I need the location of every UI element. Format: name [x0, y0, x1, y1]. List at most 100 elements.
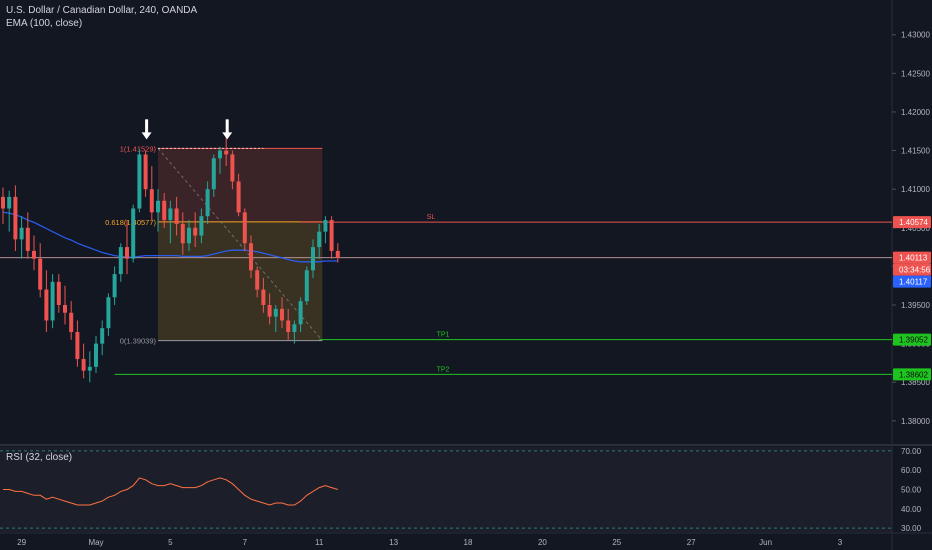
candle [304, 266, 309, 306]
ema-price-tag: 1.40117 [899, 278, 928, 287]
rsi-tick-label: 30.00 [901, 524, 922, 533]
price-tick-label: 1.38000 [901, 417, 930, 426]
candle [298, 297, 303, 333]
fib-label-mid: 0.618(1.40577) [105, 218, 156, 227]
rsi-tick-label: 60.00 [901, 466, 922, 475]
candle [286, 308, 291, 340]
candle [131, 204, 136, 263]
fib-label-bottom: 0(1.39039) [120, 337, 157, 346]
candle [156, 189, 160, 232]
candle-body [335, 250, 340, 258]
arrow-shaft [145, 119, 149, 134]
fib-label-top: 1(1.41529) [120, 144, 157, 153]
candle [143, 150, 148, 197]
candle-body [75, 332, 80, 360]
price-tag-sl-bg [893, 216, 931, 229]
candle [100, 320, 105, 356]
candle-body [112, 274, 117, 298]
candle-body [193, 227, 198, 236]
price-tag-tp1: 1.39052 [899, 336, 928, 345]
price-tag-tp1-bg [893, 333, 931, 346]
candle [267, 293, 272, 325]
candle-body [280, 308, 284, 321]
candle-body [118, 247, 123, 275]
ema-line [2, 211, 338, 263]
candle [193, 212, 198, 248]
fib-trend-line [157, 148, 323, 341]
candle [224, 133, 229, 167]
candle [255, 266, 260, 298]
candle [218, 146, 222, 174]
candle-body [44, 289, 49, 321]
time-tick-label: Jun [759, 538, 772, 547]
candle [75, 320, 80, 367]
candle [317, 223, 322, 259]
candle-body [19, 227, 24, 240]
level-label-tp1: TP1 [437, 332, 450, 339]
candle-body [230, 154, 235, 182]
candle [38, 243, 43, 298]
candle [335, 243, 340, 263]
candle [292, 320, 297, 344]
candle-body [131, 208, 136, 259]
arrow-shaft [225, 119, 229, 134]
arrow-head [141, 132, 152, 140]
candle-body [236, 181, 241, 213]
candle [230, 150, 235, 190]
candle-body [56, 281, 61, 306]
candle [69, 301, 74, 340]
candle [13, 185, 18, 251]
candle-body [50, 281, 55, 321]
arrow-head [222, 132, 233, 140]
candle-body [211, 158, 216, 190]
candle-body [304, 270, 309, 302]
candle-body [323, 220, 328, 232]
candle [242, 208, 247, 251]
candle [249, 235, 253, 278]
price-tick-label: 1.38500 [901, 378, 930, 387]
candle [87, 351, 92, 383]
candle-body [329, 220, 334, 251]
candle [236, 173, 241, 217]
candle [56, 274, 61, 313]
candle-body [69, 312, 74, 333]
time-tick-label: 3 [838, 538, 843, 547]
candle-body [298, 301, 303, 325]
rsi-indicator-label[interactable]: RSI (32, close) [6, 452, 73, 463]
down-arrow-icon [141, 119, 152, 140]
candle-body [267, 305, 272, 317]
candle-body [273, 308, 278, 317]
candle-body [63, 305, 67, 313]
candle [1, 187, 5, 224]
candle-body [261, 289, 266, 306]
candle [32, 235, 36, 271]
candle [199, 208, 204, 244]
time-tick-label: 20 [538, 538, 547, 547]
candle [125, 220, 129, 275]
price-tick-label: 1.41500 [901, 147, 930, 156]
ema-indicator-label[interactable]: EMA (100, close) [6, 18, 83, 29]
candle-body [311, 247, 315, 271]
candle [205, 181, 210, 224]
candle-body [174, 208, 179, 224]
candle-body [1, 196, 5, 209]
candle-body [199, 216, 204, 236]
time-tick-label: 5 [168, 538, 173, 547]
candle-body [168, 208, 173, 221]
price-tag-sl: 1.40574 [899, 218, 928, 227]
level-label-sl: SL [427, 214, 436, 221]
candle [180, 212, 185, 255]
time-tick-label: 27 [687, 538, 696, 547]
candle-body [38, 258, 43, 290]
rsi-line [3, 477, 338, 506]
candle-body [125, 247, 129, 259]
candle-body [187, 227, 191, 244]
candle-body [32, 250, 36, 259]
candle [162, 193, 167, 228]
candle [280, 297, 284, 329]
time-tick-label: 29 [17, 538, 26, 547]
price-tick-label: 1.40500 [901, 224, 930, 233]
ema-price-tag-bg [893, 275, 931, 288]
countdown-tag: 03:34:56 [899, 266, 931, 275]
